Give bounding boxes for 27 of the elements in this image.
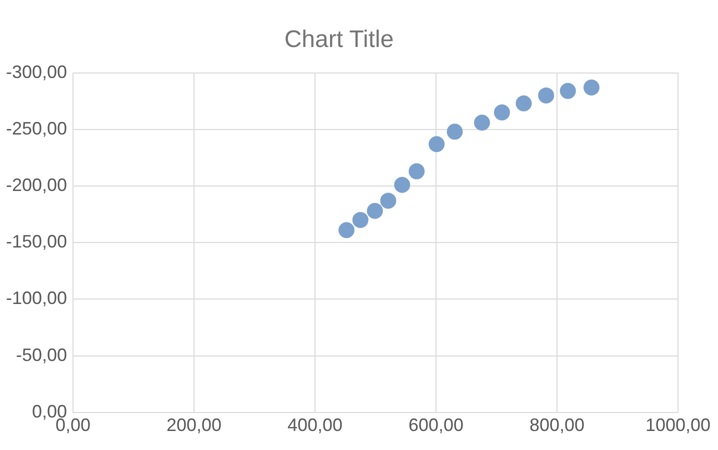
x-tick-label: 800,00 (529, 415, 585, 436)
y-tick-label: -200,00 (6, 174, 68, 195)
point (583, 80, 600, 96)
point (446, 124, 463, 140)
point (338, 222, 354, 238)
x-tick-label: 1000,00 (645, 415, 711, 436)
x-tick-label: 600,00 (408, 415, 464, 436)
point (408, 163, 425, 180)
point (428, 136, 445, 152)
point (474, 114, 490, 131)
y-tick-label: -300,00 (6, 62, 68, 82)
point (380, 192, 396, 209)
point (560, 82, 576, 99)
point (516, 95, 532, 112)
point (538, 87, 554, 104)
x-tick-label: 400,00 (288, 415, 343, 436)
x-tick-label: 200,00 (166, 415, 222, 436)
y-tick-label: -50,00 (16, 344, 68, 365)
point (366, 202, 383, 219)
chart-title: Chart Title (284, 26, 394, 54)
y-tick-label: -100,00 (6, 288, 68, 308)
y-tick-label: -150,00 (6, 232, 68, 252)
y-tick-label: 0,00 (32, 401, 68, 422)
point (352, 212, 368, 228)
point (394, 176, 410, 193)
point (494, 104, 510, 120)
y-tick-label: -250,00 (6, 118, 68, 138)
